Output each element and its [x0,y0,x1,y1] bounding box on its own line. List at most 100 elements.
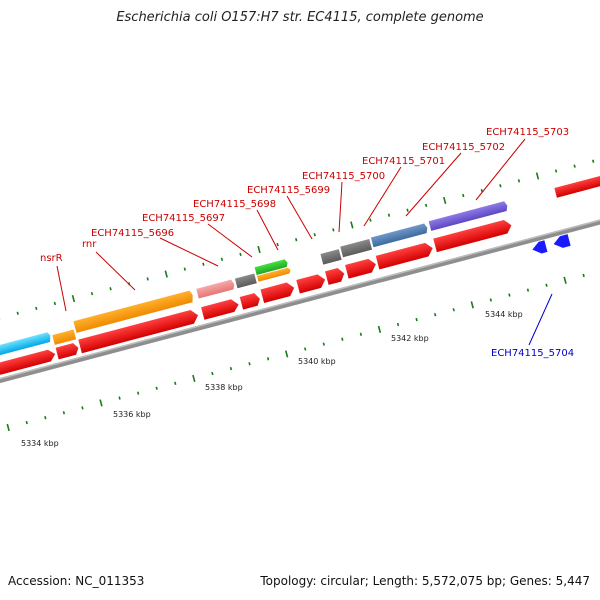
scale-tick [563,276,567,284]
feature-rnr-orange[interactable] [73,290,194,333]
scale-tick [508,293,511,297]
feature-5701-gray[interactable] [340,239,373,258]
cds-5704a[interactable] [531,240,548,255]
scale-tick [470,301,474,309]
scale-tick [239,252,242,257]
scale-tick [592,159,595,163]
feature-right-red[interactable] [554,173,600,198]
feature-5698-orange[interactable] [256,267,291,282]
cds-5704b[interactable] [552,234,571,250]
scale-tick [377,325,382,333]
scale-tick [266,357,270,361]
scale-tick [109,287,112,291]
cds-5699[interactable] [296,273,327,294]
scale-tick [332,228,335,232]
label-5698[interactable]: ECH74115_5698 [193,199,276,210]
scale-tick [545,283,548,287]
scale-tick [424,203,428,208]
scale-tick [62,411,66,415]
cds-5702[interactable] [375,241,435,270]
scale-tick [535,172,540,180]
genome-summary-text: Topology: circular; Length: 5,572,075 bp… [260,574,590,588]
feature-5700-gray[interactable] [320,249,342,265]
scale-label-5344: 5344 kbp [485,310,523,319]
scale-tick [155,386,158,390]
scale-label-5342: 5342 kbp [391,334,429,343]
cds-5703[interactable] [433,218,513,253]
label-5704[interactable]: ECH74115_5704 [491,348,574,359]
feature-5697-pink[interactable] [196,279,235,299]
scale-tick [489,298,492,302]
label-5703[interactable]: ECH74115_5703 [486,127,569,138]
scale-tick [164,270,168,278]
scale-tick [202,262,205,266]
scale-tick [211,371,214,376]
feature-nsrR-orange[interactable] [52,329,77,345]
scale-tick [183,267,186,271]
label-5697[interactable]: ECH74115_5697 [142,213,225,224]
label-5699[interactable]: ECH74115_5699 [247,185,330,196]
scale-tick [359,332,363,336]
cds-left[interactable] [0,348,57,378]
scale-tick [499,184,502,188]
scale-tick [90,291,94,296]
feature-5703-purple[interactable] [428,201,509,231]
feature-5702-steel[interactable] [370,223,429,248]
scale-label-5340: 5340 kbp [298,357,336,366]
scale-tick [313,233,316,237]
label-rnr[interactable]: rnr [82,239,97,250]
label-5700[interactable]: ECH74115_5700 [302,171,385,182]
cds-5701[interactable] [345,257,378,279]
scale-tick [554,169,558,173]
label-5696[interactable]: ECH74115_5696 [91,228,174,239]
label-5702[interactable]: ECH74115_5702 [422,142,505,153]
scale-tick [71,294,76,303]
scale-tick [81,406,84,410]
feature-5698-green[interactable] [254,259,289,275]
cds-nsrR[interactable] [55,342,80,360]
scale-tick [350,221,354,229]
cds-5700[interactable] [325,267,346,285]
feature-blue[interactable] [0,332,52,360]
scale-tick [295,238,298,242]
map-title: Escherichia coli O157:H7 str. EC4115, co… [116,10,484,25]
scale-tick [257,245,261,254]
label-5701[interactable]: ECH74115_5701 [362,156,445,167]
scale-tick [433,313,437,317]
cds-rnr[interactable] [78,308,200,354]
scale-tick [44,416,47,420]
label-leader-5704 [528,293,553,346]
scale-tick [220,257,224,261]
label-leaders [56,138,526,312]
scale-tick [16,311,19,315]
scale-tick [526,288,530,292]
scale-tick [387,213,391,217]
scale-tick [462,193,465,198]
scale-tick [192,374,196,383]
scale-tick [276,242,279,247]
accession-text: Accession: NC_011353 [8,574,145,588]
cds-5697[interactable] [201,298,240,320]
scale-label-5338: 5338 kbp [205,383,243,392]
scale-tick [406,208,409,212]
scale-tick [369,218,372,222]
scale-tick [304,347,307,351]
feature-5698-gray[interactable] [234,273,257,289]
label-nsrR[interactable]: nsrR [40,253,63,264]
scale-tick [415,317,418,322]
scale-tick [136,391,140,395]
scale-tick [6,423,10,432]
cds-5698a[interactable] [239,292,262,310]
scale-tick [452,308,455,312]
scale-tick [582,273,585,278]
scale-tick [284,350,289,358]
cds-5698b[interactable] [260,281,296,303]
scale-tick [118,396,121,400]
scale-tick [443,196,447,205]
scale-tick [53,301,57,306]
scale-tick [248,362,251,366]
scale-ticks-bottom [6,273,585,432]
scale-tick [396,322,400,327]
scale-tick [174,381,177,385]
